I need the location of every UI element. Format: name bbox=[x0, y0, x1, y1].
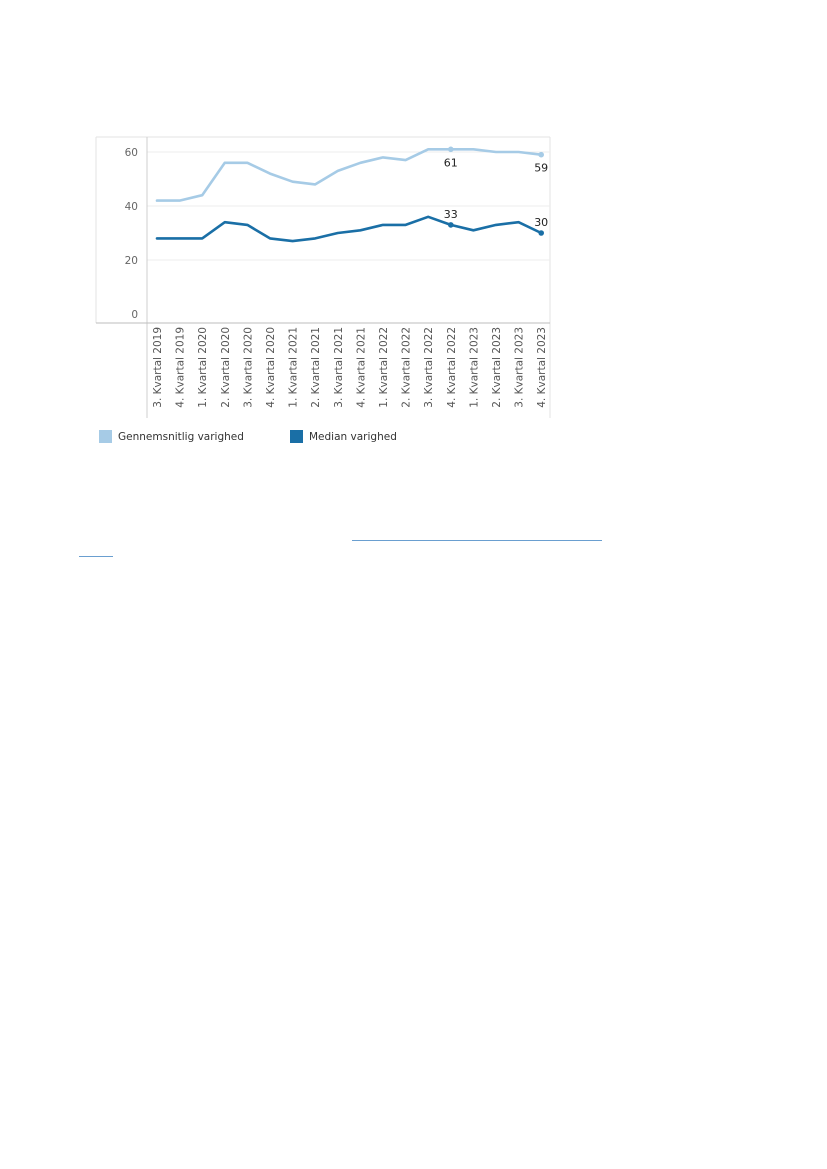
x-tick-label: 1. Kvartal 2023 bbox=[468, 327, 480, 408]
legend-swatch-median bbox=[290, 430, 303, 443]
legend-label-median: Median varighed bbox=[309, 430, 397, 443]
data-label: 61 bbox=[444, 156, 458, 169]
x-tick-label: 1. Kvartal 2022 bbox=[378, 327, 390, 408]
legend-swatch-average bbox=[99, 430, 112, 443]
data-label: 33 bbox=[444, 208, 458, 221]
x-tick-label: 4. Kvartal 2020 bbox=[265, 327, 277, 408]
x-tick-label: 4. Kvartal 2019 bbox=[175, 327, 187, 408]
series-line-0 bbox=[155, 148, 543, 202]
x-tick-label: 2. Kvartal 2021 bbox=[310, 327, 322, 408]
legend-label-average: Gennemsnitlig varighed bbox=[118, 430, 244, 443]
legend-item-average: Gennemsnitlig varighed bbox=[99, 430, 244, 443]
y-tick-label-20: 20 bbox=[125, 255, 138, 267]
x-tick-label: 3. Kvartal 2021 bbox=[333, 327, 345, 408]
x-tick-label: 1. Kvartal 2020 bbox=[197, 327, 209, 408]
x-tick-label: 2. Kvartal 2023 bbox=[491, 327, 503, 408]
data-point-marker bbox=[448, 222, 454, 228]
x-tick-label: 4. Kvartal 2023 bbox=[536, 327, 548, 408]
y-tick-label-40: 40 bbox=[125, 201, 138, 213]
y-tick-label-0: 0 bbox=[131, 309, 138, 321]
data-point-marker bbox=[538, 151, 544, 158]
x-tick-label: 2. Kvartal 2022 bbox=[401, 327, 413, 408]
data-point-marker bbox=[448, 146, 454, 153]
data-label: 59 bbox=[534, 162, 548, 175]
x-tick-label: 3. Kvartal 2023 bbox=[514, 327, 526, 408]
legend-item-median: Median varighed bbox=[290, 430, 397, 443]
line-chart: 0 20 40 60 3. Kvartal 2019 4. Kvartal 2019 1. … bbox=[0, 0, 827, 460]
data-point-marker bbox=[538, 230, 544, 236]
x-tick-label: 3. Kvartal 2020 bbox=[242, 327, 254, 408]
y-tick-label-60: 60 bbox=[125, 147, 138, 159]
x-tick-label: 3. Kvartal 2019 bbox=[152, 327, 164, 408]
x-tick-label: 4. Kvartal 2021 bbox=[355, 327, 367, 408]
x-tick-label: 3. Kvartal 2022 bbox=[423, 327, 435, 408]
x-tick-label: 1. Kvartal 2021 bbox=[288, 327, 300, 408]
series-line-1 bbox=[155, 215, 543, 243]
x-tick-label: 4. Kvartal 2022 bbox=[446, 327, 458, 408]
x-tick-label: 2. Kvartal 2020 bbox=[220, 327, 232, 408]
chart-svg: 0 20 40 60 3. Kvartal 2019 4. Kvartal 2019 1. … bbox=[95, 136, 551, 418]
data-label: 30 bbox=[534, 216, 548, 229]
footer-link-underline-2[interactable] bbox=[79, 556, 113, 557]
footer-link-underline[interactable] bbox=[352, 540, 602, 541]
